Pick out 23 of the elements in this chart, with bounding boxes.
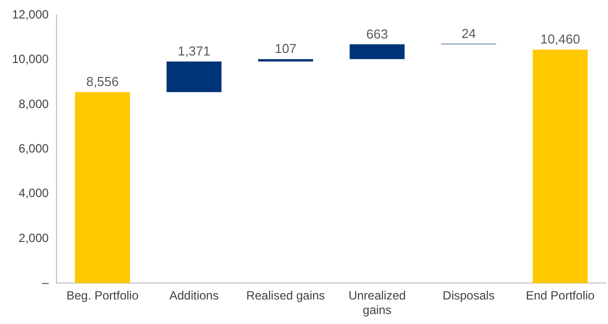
y-tick-label: 2,000 bbox=[18, 230, 50, 245]
data-label: 10,460 bbox=[540, 32, 580, 47]
y-tick-label: 4,000 bbox=[18, 186, 50, 200]
y-tick-label: 12,000 bbox=[12, 8, 50, 22]
y-tick-label: – bbox=[42, 276, 50, 290]
y-tick-label: 8,000 bbox=[18, 96, 50, 111]
bar bbox=[166, 61, 222, 92]
bar bbox=[350, 44, 405, 60]
x-tick-label: Beg. Portfolio bbox=[66, 288, 139, 303]
data-label: 1,371 bbox=[178, 44, 210, 59]
x-tick-label: Disposals bbox=[442, 288, 495, 303]
bar bbox=[75, 92, 130, 284]
data-label: 107 bbox=[274, 41, 296, 56]
y-tick-label: 6,000 bbox=[18, 142, 50, 156]
data-label: 8,556 bbox=[86, 74, 119, 90]
data-label: 663 bbox=[366, 26, 388, 42]
x-tick-label: Realised gains bbox=[246, 288, 325, 303]
bar bbox=[532, 50, 588, 284]
data-label: 24 bbox=[461, 26, 476, 41]
x-tick-label: Additions bbox=[169, 288, 219, 303]
y-tick-label: 10,000 bbox=[12, 52, 50, 66]
x-tick-label: Unrealized gains bbox=[348, 288, 406, 318]
x-tick-label: End Portfolio bbox=[526, 288, 595, 303]
